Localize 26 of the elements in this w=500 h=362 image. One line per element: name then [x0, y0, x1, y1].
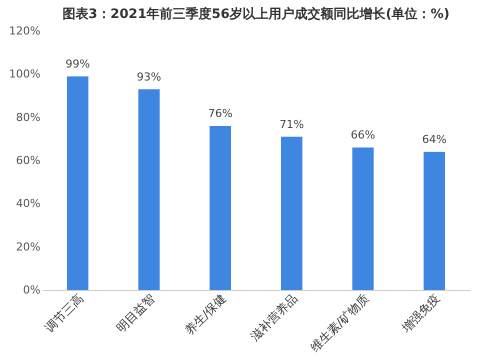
data-label: 64% — [422, 132, 447, 146]
bar — [66, 76, 88, 290]
y-tick-label: 0% — [23, 284, 40, 296]
y-tick-label: 60% — [16, 154, 40, 167]
x-tick-label: 滋补营养品 — [248, 291, 300, 344]
data-label: 66% — [350, 128, 376, 142]
x-tick-label: 调节三高 — [42, 291, 86, 335]
data-label: 93% — [136, 70, 162, 84]
data-label: 76% — [208, 106, 233, 120]
data-label: 71% — [279, 118, 304, 131]
data-label: 99% — [65, 57, 90, 70]
y-tick-label: 20% — [16, 240, 40, 254]
y-tick-label: 80% — [16, 110, 40, 124]
x-tick-label: 养生/保健 — [182, 291, 229, 338]
chart-title: 图表3：2021年前三季度56岁以上用户成交额同比增长(单位：%) — [62, 6, 450, 22]
bar — [424, 152, 446, 290]
y-tick-label: 100% — [9, 68, 40, 81]
bar — [210, 126, 232, 290]
bar — [280, 136, 302, 290]
bar — [138, 89, 160, 290]
x-tick-label: 维生素/矿物质 — [308, 291, 372, 355]
y-tick-label: 40% — [16, 197, 40, 210]
x-tick-label: 明目益智 — [114, 291, 158, 335]
bar — [352, 148, 374, 290]
x-tick-label: 增强免疫 — [398, 291, 443, 336]
y-tick-label: 120% — [9, 24, 40, 38]
